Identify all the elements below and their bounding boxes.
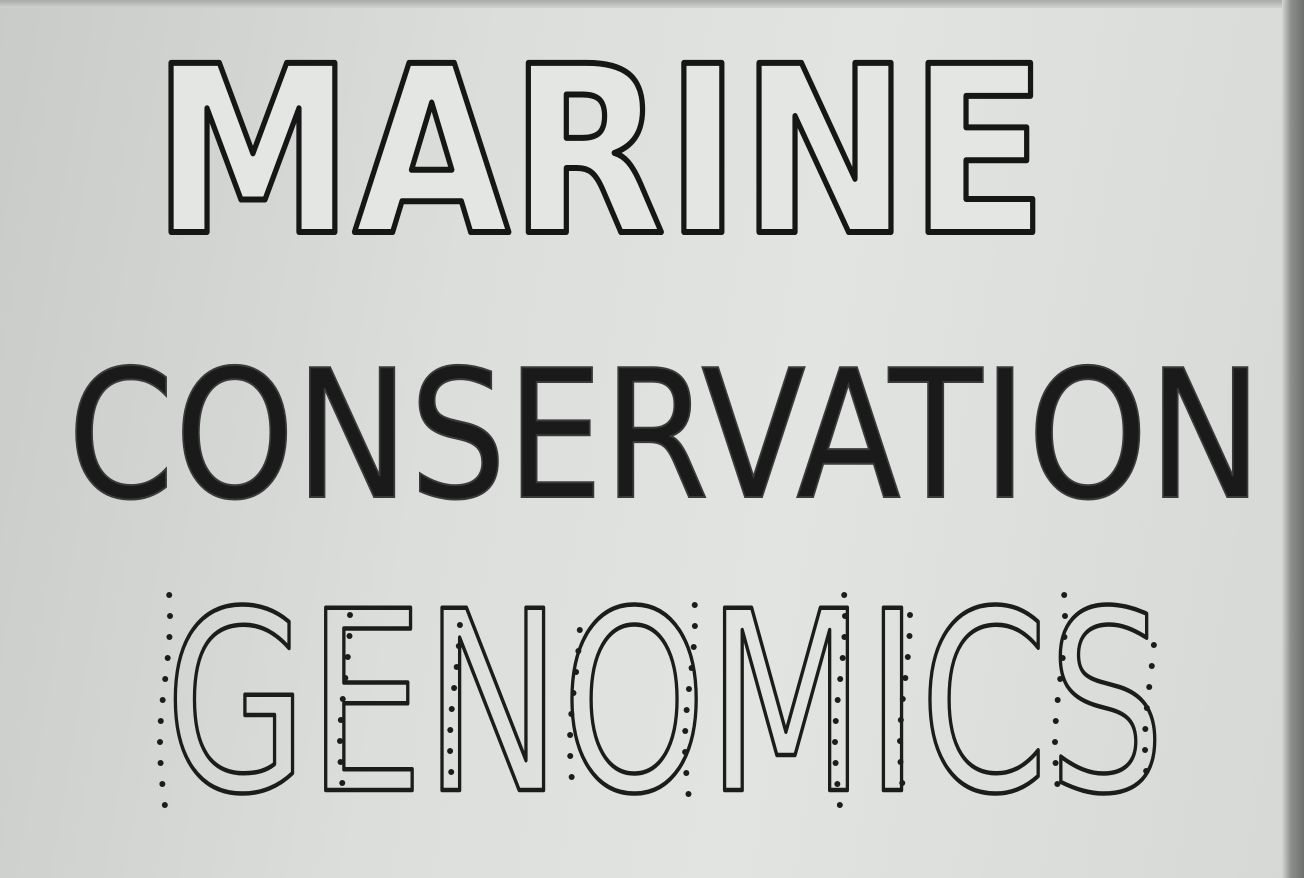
decoration-dot bbox=[688, 665, 695, 671]
decoration-dot bbox=[1061, 634, 1068, 640]
decoration-dot bbox=[837, 676, 844, 682]
decoration-dot bbox=[682, 749, 689, 755]
decoration-dot bbox=[157, 760, 164, 766]
decoration-dot bbox=[575, 648, 582, 654]
decoration-dot bbox=[1146, 684, 1153, 690]
decoration-dot bbox=[346, 612, 353, 618]
decoration-dot bbox=[570, 690, 577, 696]
decoration-dot bbox=[567, 753, 574, 759]
title-marine-text: MARINE bbox=[153, 24, 1048, 264]
genomics-dots-decoration bbox=[157, 592, 1157, 808]
title-line-genomics: GENOMICS bbox=[150, 555, 1180, 851]
decoration-dot bbox=[1052, 718, 1059, 724]
decoration-dot bbox=[1150, 642, 1157, 648]
decoration-dot bbox=[166, 592, 173, 598]
decoration-dot bbox=[685, 791, 692, 797]
decoration-dot bbox=[447, 748, 454, 754]
decoration-dot bbox=[899, 780, 906, 786]
decoration-dot bbox=[904, 654, 911, 660]
decoration-dot bbox=[337, 759, 344, 765]
decoration-dot bbox=[342, 675, 349, 681]
title-line-marine: MARINE bbox=[140, 24, 1060, 264]
decoration-dot bbox=[1143, 705, 1150, 711]
decoration-dot bbox=[1142, 726, 1149, 732]
decoration-dot bbox=[897, 759, 904, 765]
decoration-dot bbox=[832, 718, 839, 724]
decoration-dot bbox=[456, 622, 463, 628]
decoration-dot bbox=[836, 802, 843, 808]
decoration-dot bbox=[344, 654, 351, 660]
decoration-dot bbox=[691, 602, 698, 608]
decoration-dot bbox=[682, 728, 689, 734]
decoration-dot bbox=[839, 655, 846, 661]
decoration-dot bbox=[576, 627, 583, 633]
decoration-dot bbox=[447, 727, 454, 733]
decoration-dot bbox=[690, 644, 697, 650]
decoration-dot bbox=[157, 739, 164, 745]
decoration-dot bbox=[1054, 697, 1061, 703]
decoration-dot bbox=[1143, 768, 1150, 774]
decoration-dot bbox=[832, 760, 839, 766]
decoration-dot bbox=[451, 685, 458, 691]
decoration-dot bbox=[159, 781, 166, 787]
decoration-dot bbox=[159, 697, 166, 703]
title-line-conservation: CONSERVATION bbox=[58, 325, 1273, 540]
decoration-dot bbox=[899, 696, 906, 702]
decoration-dot bbox=[567, 732, 574, 738]
decoration-dot bbox=[1057, 676, 1064, 682]
decoration-dot bbox=[448, 706, 455, 712]
decoration-dot bbox=[161, 802, 168, 808]
decoration-dot bbox=[1061, 592, 1068, 598]
decoration-dot bbox=[166, 613, 173, 619]
whiteboard-frame-right bbox=[1282, 0, 1304, 878]
decoration-dot bbox=[897, 717, 904, 723]
decoration-dot bbox=[337, 717, 344, 723]
whiteboard-frame-top bbox=[0, 0, 1304, 8]
title-conservation-text: CONSERVATION bbox=[68, 332, 1263, 525]
decoration-dot bbox=[906, 612, 913, 618]
decoration-dot bbox=[834, 781, 841, 787]
decoration-dot bbox=[685, 686, 692, 692]
decoration-dot bbox=[157, 718, 164, 724]
decoration-dot bbox=[906, 633, 913, 639]
decoration-dot bbox=[339, 696, 346, 702]
decoration-dot bbox=[1052, 739, 1059, 745]
decoration-dot bbox=[1142, 747, 1149, 753]
decoration-dot bbox=[162, 676, 169, 682]
decoration-dot bbox=[337, 738, 344, 744]
decoration-dot bbox=[841, 592, 848, 598]
decoration-dot bbox=[455, 643, 462, 649]
decoration-dot bbox=[453, 664, 460, 670]
decoration-dot bbox=[841, 613, 848, 619]
decoration-dot bbox=[339, 780, 346, 786]
decoration-dot bbox=[683, 707, 690, 713]
decoration-dot bbox=[1061, 613, 1068, 619]
decoration-dot bbox=[691, 623, 698, 629]
decoration-dot bbox=[166, 634, 173, 640]
decoration-dot bbox=[1059, 655, 1066, 661]
decoration-dot bbox=[1148, 663, 1155, 669]
decoration-dot bbox=[683, 770, 690, 776]
decoration-dot bbox=[1054, 781, 1061, 787]
decoration-dot bbox=[448, 769, 455, 775]
decoration-dot bbox=[568, 711, 575, 717]
title-genomics-text: GENOMICS bbox=[165, 558, 1165, 835]
decoration-dot bbox=[841, 634, 848, 640]
decoration-dot bbox=[164, 655, 171, 661]
decoration-dot bbox=[573, 669, 580, 675]
decoration-dot bbox=[897, 738, 904, 744]
decoration-dot bbox=[834, 697, 841, 703]
decoration-dot bbox=[1052, 760, 1059, 766]
decoration-dot bbox=[346, 633, 353, 639]
decoration-dot bbox=[832, 739, 839, 745]
decoration-dot bbox=[902, 675, 909, 681]
decoration-dot bbox=[568, 774, 575, 780]
